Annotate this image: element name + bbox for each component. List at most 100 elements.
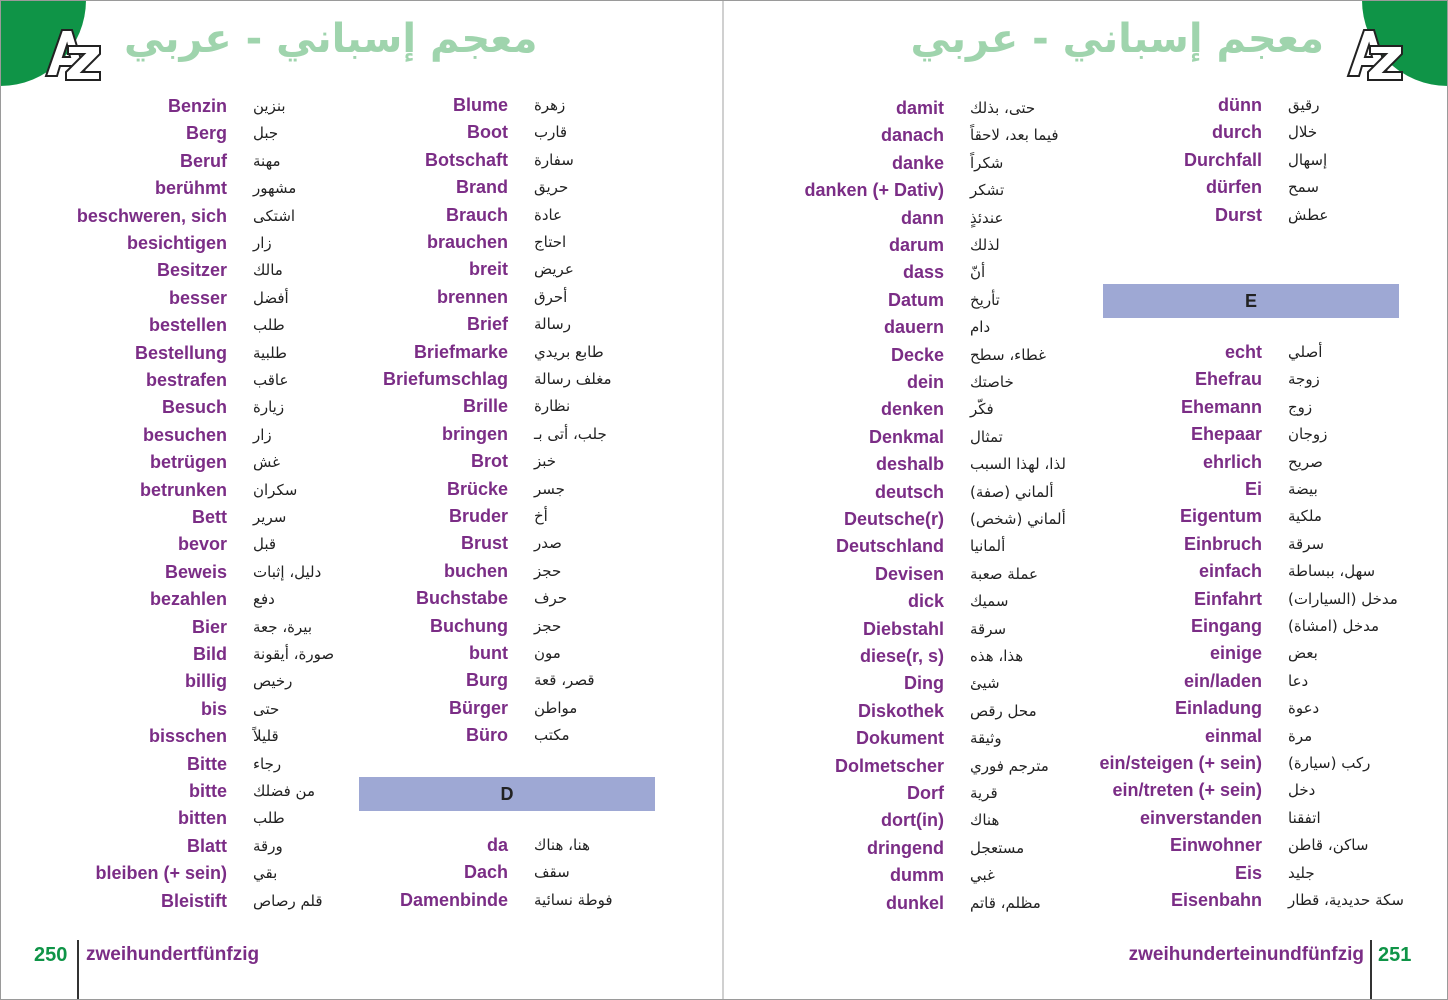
page-number-word: zweihunderteinundfünfzig: [1128, 944, 1364, 965]
german-word: Eisenbahn: [1170, 890, 1262, 910]
arabic-translation: سمح: [1288, 178, 1319, 197]
dictionary-entry: Brücke جسر: [0, 477, 644, 501]
arabic-translation: غش: [253, 453, 280, 472]
arabic-translation: رخيص: [253, 672, 293, 691]
arabic-translation: عملة صعبة: [970, 564, 1038, 583]
arabic-translation: فوطة نسائية: [534, 890, 613, 909]
dictionary-entry: einverstanden اتفقنا: [724, 806, 1417, 830]
arabic-translation: قارب: [534, 123, 568, 142]
german-word: Briefumschlag: [382, 369, 508, 389]
dictionary-entry: Buchung حجز: [0, 614, 644, 638]
german-word: buchen: [443, 560, 508, 581]
german-word: Einbruch: [1183, 533, 1262, 554]
german-word: dass: [902, 262, 944, 283]
german-word: breit: [468, 259, 508, 280]
german-word: Ding: [904, 673, 944, 694]
dictionary-entry: ein/steigen (+ sein) ركب (سيارة): [724, 751, 1417, 775]
dictionary-entry: Diskothek محل رقص: [724, 699, 1100, 723]
dictionary-entry: durch خلال: [724, 120, 1417, 144]
dictionary-entry: dick سميك: [724, 589, 1100, 613]
arabic-translation: بقي: [253, 864, 278, 883]
dictionary-entry: dunkel مظلم، قاتم: [724, 891, 1100, 915]
dictionary-entry: bleiben (+ sein) بقي: [0, 861, 363, 885]
arabic-translation: زوج: [1288, 397, 1313, 416]
dictionary-entry: Besuch زيارة: [0, 395, 363, 419]
german-word: berühmt: [155, 178, 227, 199]
dictionary-entry: breit عريض: [0, 257, 644, 281]
left-page: معجم إسباني - عربي Benzin بنزين Berg جبل Ber…: [0, 0, 655, 1000]
dictionary-entry: Ehepaar زوجان: [724, 422, 1417, 446]
german-word: Bürger: [448, 697, 508, 718]
arabic-translation: جسر: [534, 479, 565, 498]
german-word: Besitzer: [156, 260, 227, 281]
dictionary-entry: Brand حريق: [0, 175, 644, 199]
arabic-translation: عادة: [534, 205, 563, 224]
section-letter-band: E: [1103, 284, 1399, 318]
german-word: Dorf: [907, 783, 944, 803]
german-word: brauchen: [426, 232, 508, 252]
dictionary-entry: Bitte رجاء: [0, 752, 363, 776]
german-word: Berg: [185, 123, 227, 144]
right-page: معجم إسباني - عربي damit حتى، بذلك danach ف…: [724, 0, 1448, 1000]
arabic-translation: رسالة: [534, 315, 571, 334]
arabic-translation: لذا، لهذا السبب: [970, 455, 1066, 474]
german-word: Ehefrau: [1194, 369, 1262, 390]
arabic-translation: تمثال: [970, 427, 1003, 446]
arabic-translation: صريح: [1288, 452, 1323, 471]
german-word: betrügen: [149, 452, 227, 473]
arabic-translation: مدخل (السيارات): [1288, 589, 1398, 608]
arabic-translation: سرير: [253, 508, 287, 526]
german-word: da: [486, 835, 508, 855]
dictionary-entry: dann عندئذٍ: [724, 206, 1100, 230]
arabic-translation: حجز: [534, 561, 562, 580]
arabic-translation: مالك: [253, 261, 283, 280]
header-title: معجم إسباني - عربي: [910, 16, 1325, 62]
dictionary-entry: Ding شيئ: [724, 671, 1100, 695]
german-word: Ei: [1244, 479, 1262, 499]
arabic-translation: شكراً: [970, 153, 1004, 172]
german-word: dick: [907, 591, 944, 612]
german-word: Bett: [192, 507, 227, 527]
dictionary-entry: Brille نظارة: [0, 394, 644, 418]
german-word: danke: [891, 152, 944, 173]
dictionary-entry: Bier بيرة، جعة: [0, 615, 363, 639]
german-word: Briefmarke: [413, 341, 508, 362]
german-word: danken (+ Dativ): [804, 180, 944, 201]
dictionary-entry: Eis جليد: [724, 861, 1417, 885]
arabic-translation: صورة، أيقونة: [253, 645, 335, 663]
german-word: Buchung: [430, 615, 508, 636]
german-word: Brauch: [445, 204, 508, 225]
german-word: bevor: [177, 534, 227, 555]
german-word: Brief: [466, 314, 508, 335]
german-word: echt: [1224, 342, 1262, 362]
german-word: Deutsche(r): [843, 509, 944, 529]
german-word: Durst: [1214, 204, 1262, 225]
dictionary-entry: Durst عطش: [724, 203, 1417, 227]
german-word: Brand: [455, 177, 508, 198]
arabic-translation: خلال: [1288, 123, 1318, 142]
arabic-translation: مون: [534, 644, 561, 662]
dictionary-entry: danach فيما بعد، لاحقاً: [724, 123, 1100, 147]
arabic-translation: إسهال: [1288, 150, 1328, 169]
arabic-translation: سميك: [970, 592, 1009, 611]
arabic-translation: شيئ: [970, 674, 1000, 693]
arabic-translation: سفارة: [534, 150, 574, 169]
german-word: Bier: [191, 616, 227, 637]
arabic-translation: أخ: [534, 507, 548, 525]
footer-divider: [1370, 940, 1372, 1000]
arabic-translation: سكة حديدية، قطار: [1288, 891, 1404, 909]
german-word: billig: [185, 671, 227, 692]
dictionary-entry: Blatt ورقة: [0, 834, 363, 858]
dictionary-entry: Brief رسالة: [0, 312, 644, 336]
dictionary-entry: Berg جبل: [0, 121, 363, 145]
dictionary-entry: Ei بيضة: [724, 477, 1417, 501]
german-word: dann: [901, 207, 944, 228]
german-word: darum: [888, 235, 944, 255]
arabic-translation: دليل، إثبات: [253, 562, 322, 581]
dictionary-entry: besuchen زار: [0, 423, 363, 447]
arabic-translation: دفع: [253, 590, 275, 609]
dictionary-entry: diese(r, s) هذا، هذه: [724, 644, 1100, 668]
dictionary-entry: dringend مستعجل: [724, 836, 1100, 860]
dictionary-entry: einfach سهل، ببساطة: [724, 559, 1417, 583]
dictionary-entry: ein/laden دعا: [724, 669, 1417, 693]
